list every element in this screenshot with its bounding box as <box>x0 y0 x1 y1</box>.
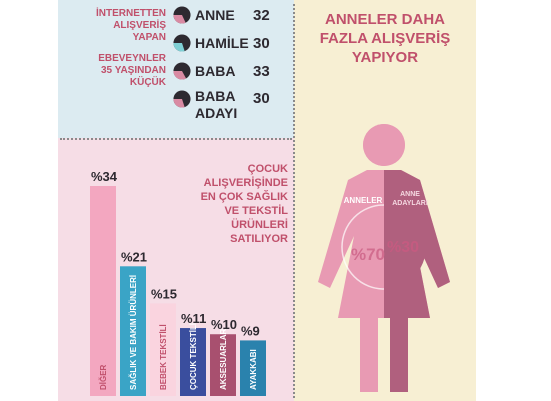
vertical-divider <box>293 4 295 398</box>
caption-line: ALIŞVERİŞ <box>113 20 166 31</box>
bar-value-label: %9 <box>241 323 260 338</box>
bar-value-label: %11 <box>181 311 206 326</box>
caption-line: 35 YAŞINDAN <box>100 65 166 76</box>
bar <box>90 186 116 396</box>
caption-internet-shoppers: İNTERNETTEN ALIŞVERİŞ YAPAN <box>66 8 166 44</box>
row-label: BABA <box>195 63 236 79</box>
bar-category-label: BEBEK TEKSTİLİ <box>159 324 168 390</box>
row-baba: BABA 33 <box>173 60 270 82</box>
bar-category-label: SAĞLIK VE BAKIM ÜRÜNLERİ <box>129 275 138 390</box>
bar <box>240 340 266 396</box>
row-label: HAMİLE <box>195 35 249 51</box>
pie-slice <box>173 99 185 108</box>
row-value: 30 <box>253 90 270 107</box>
caption-line: İNTERNETTEN <box>96 8 166 19</box>
pie-icon <box>173 6 191 24</box>
right-title: ANNELER DAHA FAZLA ALIŞVERİŞ YAPIYOR <box>319 11 451 66</box>
row-value: 30 <box>253 34 270 52</box>
bar <box>120 266 146 396</box>
label-anneler: ANNELER <box>344 196 383 205</box>
caption-line: EBEVEYNLER <box>98 53 166 64</box>
bar-value-label: %15 <box>151 286 177 301</box>
bar-category-label: AKSESUARLAR <box>219 328 228 390</box>
row-baba-adayi: BABA ADAYI 30 <box>173 88 270 121</box>
caption-line: KÜÇÜK <box>129 77 166 88</box>
figure-head <box>363 124 405 166</box>
row-hamile: HAMİLE 30 <box>173 32 270 54</box>
row-label: ANNE <box>195 7 235 23</box>
value-anne-adaylari: %30 <box>387 239 419 256</box>
row-value: 32 <box>253 6 270 24</box>
belly-outline <box>341 204 385 290</box>
bar-category-label: AYAKKABI <box>249 349 258 390</box>
bar-category-label: DİĞER <box>99 364 108 390</box>
label-anne-adaylari-1: ANNE <box>400 191 420 198</box>
pie-slice <box>173 71 187 80</box>
pie-icon <box>173 34 191 52</box>
bar <box>150 303 176 396</box>
pie-icon <box>173 90 191 108</box>
caption-under-35: EBEVEYNLER 35 YAŞINDAN KÜÇÜK <box>66 53 166 89</box>
caption-line: YAPAN <box>132 32 166 43</box>
bar-category-label: ÇOCUK TEKSTİLİ <box>189 323 198 390</box>
pie-icon <box>173 62 191 80</box>
middle-caption: ÇOCUK ALIŞVERİŞİNDE EN ÇOK SAĞLIK VE TEK… <box>200 163 288 245</box>
bar-value-label: %10 <box>211 317 237 332</box>
bar <box>210 334 236 396</box>
belly-accent <box>384 205 426 289</box>
horizontal-divider <box>60 138 292 140</box>
value-anneler: %70 <box>351 245 385 264</box>
row-value: 33 <box>253 62 270 80</box>
bar <box>180 328 206 396</box>
pie-slice <box>173 43 185 52</box>
pie-slice <box>173 15 186 24</box>
row-anne: ANNE 32 <box>173 4 270 26</box>
bar-value-label: %34 <box>91 169 118 184</box>
bar-value-label: %21 <box>121 249 147 264</box>
row-label: BABA ADAYI <box>195 88 238 121</box>
label-anne-adaylari-2: ADAYLARI <box>392 200 428 207</box>
